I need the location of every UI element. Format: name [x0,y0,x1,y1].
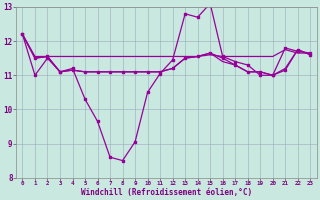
X-axis label: Windchill (Refroidissement éolien,°C): Windchill (Refroidissement éolien,°C) [81,188,252,197]
